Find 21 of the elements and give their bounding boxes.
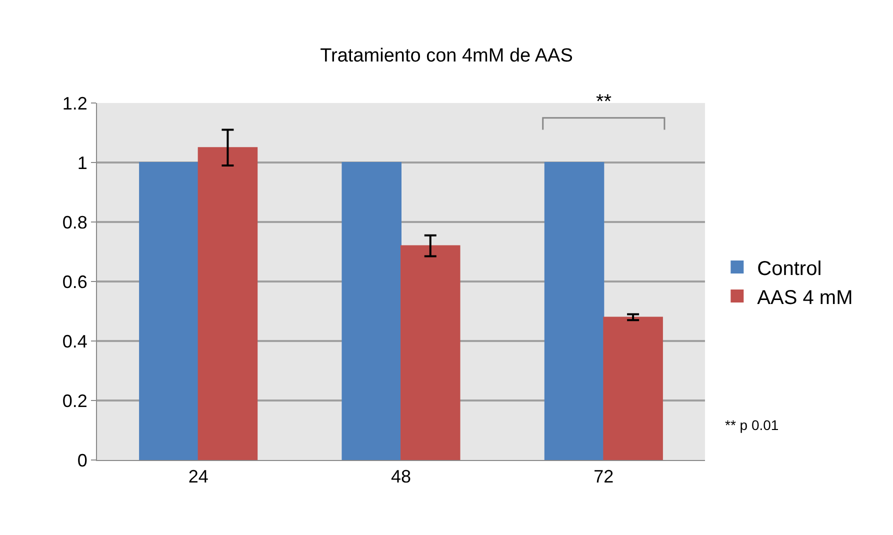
y-tick-label: 0.2 — [62, 390, 88, 411]
y-tick-label: 0.4 — [62, 331, 88, 352]
bar — [400, 245, 460, 460]
bar — [139, 162, 199, 460]
x-tick-label: 24 — [188, 466, 208, 487]
x-tick-label: 48 — [390, 466, 412, 487]
bar — [544, 162, 604, 460]
y-tick-label: 0 — [77, 450, 88, 470]
legend-label: Control — [757, 258, 822, 280]
bar — [342, 162, 402, 460]
legend-label: AAS 4 mM — [757, 286, 853, 309]
bar — [603, 316, 663, 460]
annotation: ** — [596, 91, 612, 113]
bar — [198, 147, 258, 460]
x-tick-label: 72 — [594, 466, 614, 487]
text: ** p 0.01 — [725, 417, 779, 433]
y-tick-label: 1.2 — [62, 93, 88, 114]
y-tick-label: 1 — [77, 152, 88, 173]
y-tick-label: 0.8 — [62, 212, 88, 232]
y-tick-label: 0.6 — [62, 272, 88, 292]
chart-title: Tratamiento con 4mM de AAS — [320, 45, 573, 66]
